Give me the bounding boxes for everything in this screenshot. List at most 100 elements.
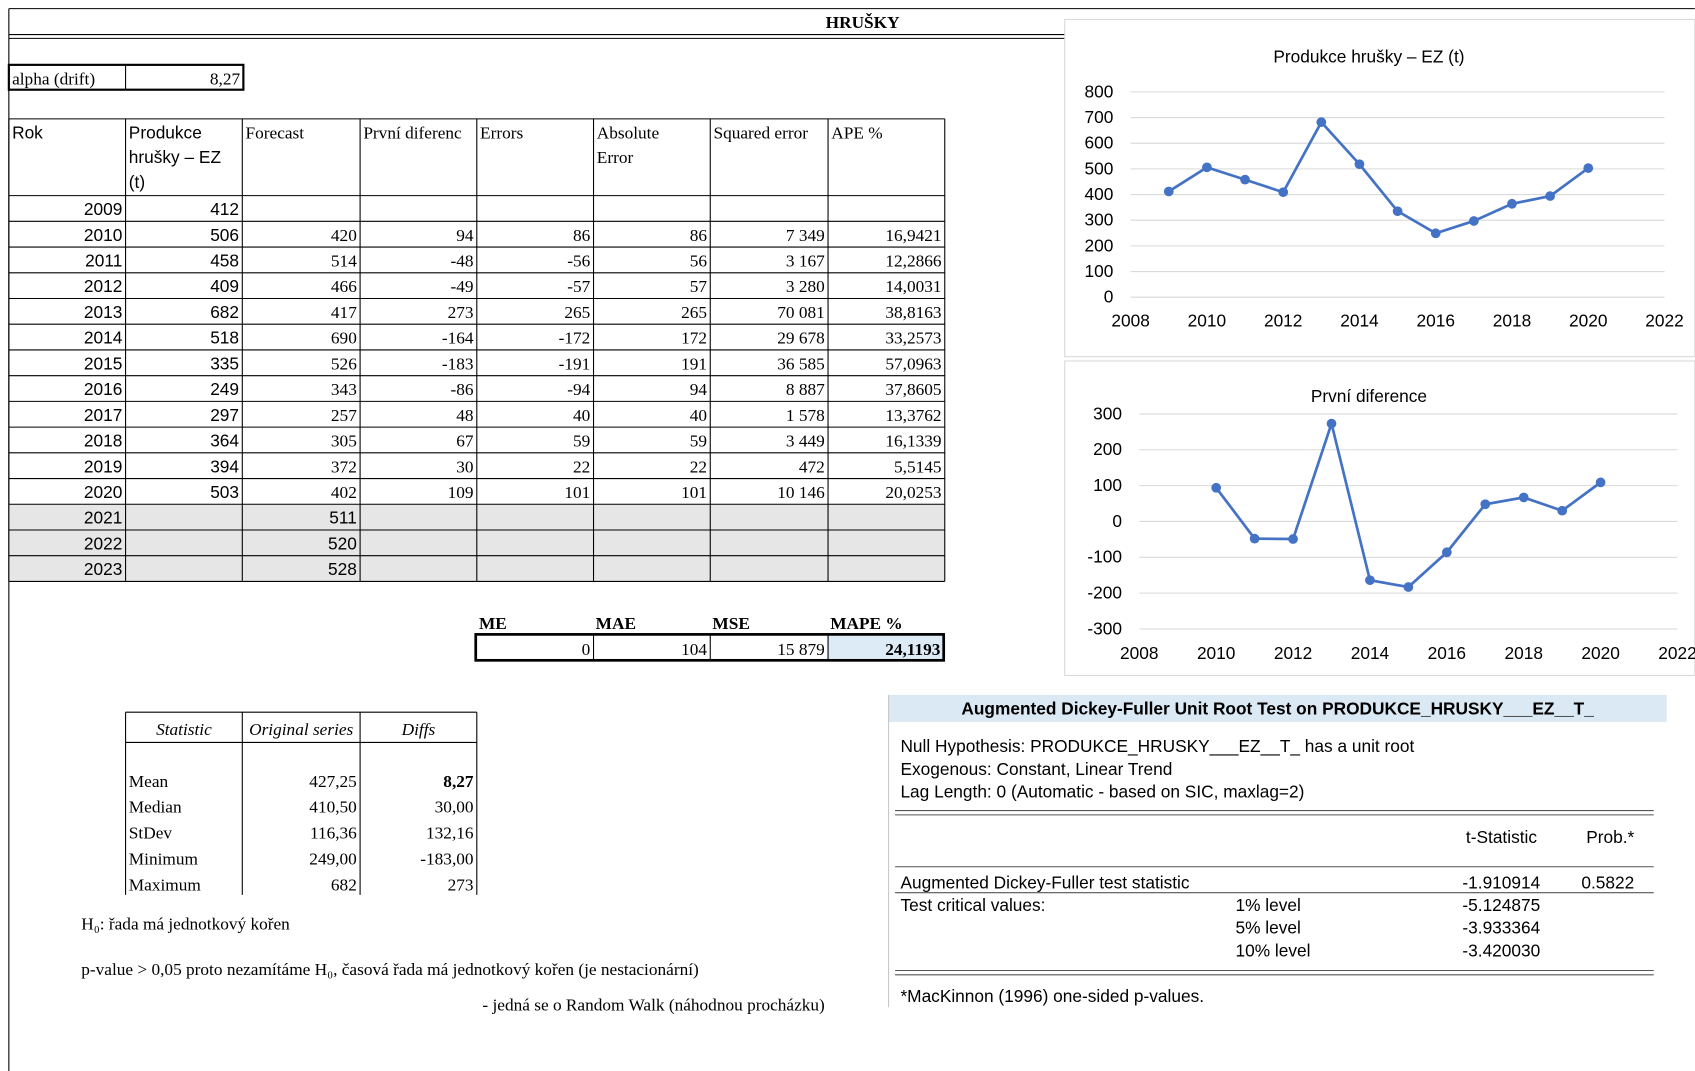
stats-value: 249,00 [309, 850, 357, 869]
y-tick-label: 800 [1085, 81, 1114, 101]
cell: 265 [564, 303, 590, 322]
x-tick-label: 2018 [1504, 643, 1542, 663]
x-tick-label: 2010 [1188, 310, 1226, 330]
cell: -49 [451, 277, 474, 296]
cell: 394 [210, 456, 239, 476]
y-tick-label: 200 [1085, 235, 1114, 255]
y-tick-label: 0 [1112, 511, 1122, 531]
data-point [1403, 582, 1414, 592]
cell: 86 [690, 226, 708, 245]
y-tick-label: -100 [1087, 547, 1122, 567]
cell: 10 146 [777, 483, 825, 502]
cell: 101 [681, 483, 707, 502]
cell: 29 678 [777, 329, 825, 348]
column-header: Forecast [246, 123, 305, 142]
chart-title: Produkce hrušky – EZ (t) [1273, 47, 1464, 67]
stats-value: -183,00 [420, 850, 473, 869]
chart-panel [1064, 360, 1695, 676]
data-point [1545, 191, 1555, 201]
data-point [1316, 117, 1327, 128]
x-tick-label: 2014 [1351, 643, 1390, 663]
adf-label: Test critical values: [900, 895, 1045, 915]
cell: 172 [681, 329, 707, 348]
x-tick-label: 2014 [1340, 310, 1379, 330]
y-tick-label: 400 [1085, 184, 1114, 204]
cell: 417 [331, 303, 357, 322]
summary-value: 104 [681, 640, 707, 659]
data-point [1326, 418, 1337, 429]
summary-value: 24,1193 [885, 640, 941, 659]
data-point [1249, 533, 1260, 544]
x-tick-label: 2012 [1264, 310, 1302, 330]
column-header: Squared error [713, 123, 808, 142]
data-line [1168, 119, 1590, 235]
data-point [1392, 206, 1403, 217]
cell: 249 [210, 379, 239, 399]
data-point [1441, 547, 1452, 558]
cell: 511 [329, 508, 357, 528]
summary-highlight [828, 635, 944, 661]
cell: 40 [573, 406, 590, 425]
cell: 2012 [84, 276, 122, 296]
adf-t: -5.124875 [1462, 895, 1540, 915]
cell: 503 [210, 482, 239, 502]
cell: 335 [210, 353, 239, 373]
summary-value: 15 879 [777, 640, 825, 659]
stats-value: 116,36 [310, 824, 357, 843]
cell: 56 [690, 252, 708, 271]
x-tick-label: 2010 [1197, 643, 1235, 663]
cell: 265 [681, 303, 707, 322]
cell: 38,8163 [885, 303, 941, 322]
cell: 40 [690, 406, 707, 425]
adf-line: Null Hypothesis: PRODUKCE_HRUSKY___EZ__T… [900, 736, 1414, 756]
data-point [1365, 575, 1375, 586]
column-header: První diferenc [363, 123, 462, 142]
cell: 30 [456, 457, 473, 476]
note: p-value > 0,05 proto nezamítáme H₀, časo… [81, 960, 699, 979]
cell: 70 081 [777, 303, 825, 322]
cell: 59 [690, 432, 707, 451]
note: - jedná se o Random Walk (náhodnou proch… [482, 995, 824, 1014]
data-point [1211, 482, 1222, 493]
cell: 257 [331, 406, 357, 425]
cell: 67 [456, 432, 474, 451]
x-tick-label: 2022 [1658, 643, 1695, 663]
x-tick-label: 2020 [1581, 643, 1619, 663]
cell: 2016 [84, 379, 122, 399]
cell: 5,5145 [894, 457, 942, 476]
column-header: APE % [831, 123, 882, 142]
adf-footnote: *MacKinnon (1996) one-sided p-values. [900, 986, 1204, 1006]
cell: 2019 [84, 456, 122, 476]
cell: -183 [442, 354, 474, 373]
adf-prob: 0.5822 [1581, 872, 1634, 892]
cell: 402 [331, 483, 357, 502]
cell: 57 [690, 277, 708, 296]
column-header: Produkce [129, 122, 202, 142]
x-tick-label: 2018 [1493, 310, 1531, 330]
cell: -191 [559, 354, 591, 373]
cell: 528 [328, 559, 357, 579]
stats-header: Diffs [401, 720, 436, 739]
stats-value: 273 [448, 876, 474, 895]
data-point [1507, 198, 1517, 209]
cell: 2022 [84, 533, 122, 553]
cell: 466 [331, 277, 357, 296]
cell: -172 [559, 329, 591, 348]
stats-label: Mean [129, 772, 169, 791]
data-point [1288, 534, 1298, 544]
cell: 22 [573, 457, 590, 476]
adf-line: Lag Length: 0 (Automatic - based on SIC,… [900, 782, 1304, 802]
x-tick-label: 2016 [1428, 643, 1466, 663]
cell: -56 [567, 252, 590, 271]
y-tick-label: 700 [1085, 107, 1114, 127]
data-point [1557, 505, 1568, 516]
data-point [1278, 187, 1289, 198]
cell: 3 167 [786, 252, 825, 271]
cell: 1 578 [786, 406, 825, 425]
stats-label: StDev [129, 824, 173, 843]
cell: 458 [210, 251, 239, 271]
cell: 682 [210, 302, 239, 322]
y-tick-label: 100 [1085, 261, 1114, 281]
x-tick-label: 2022 [1645, 310, 1683, 330]
